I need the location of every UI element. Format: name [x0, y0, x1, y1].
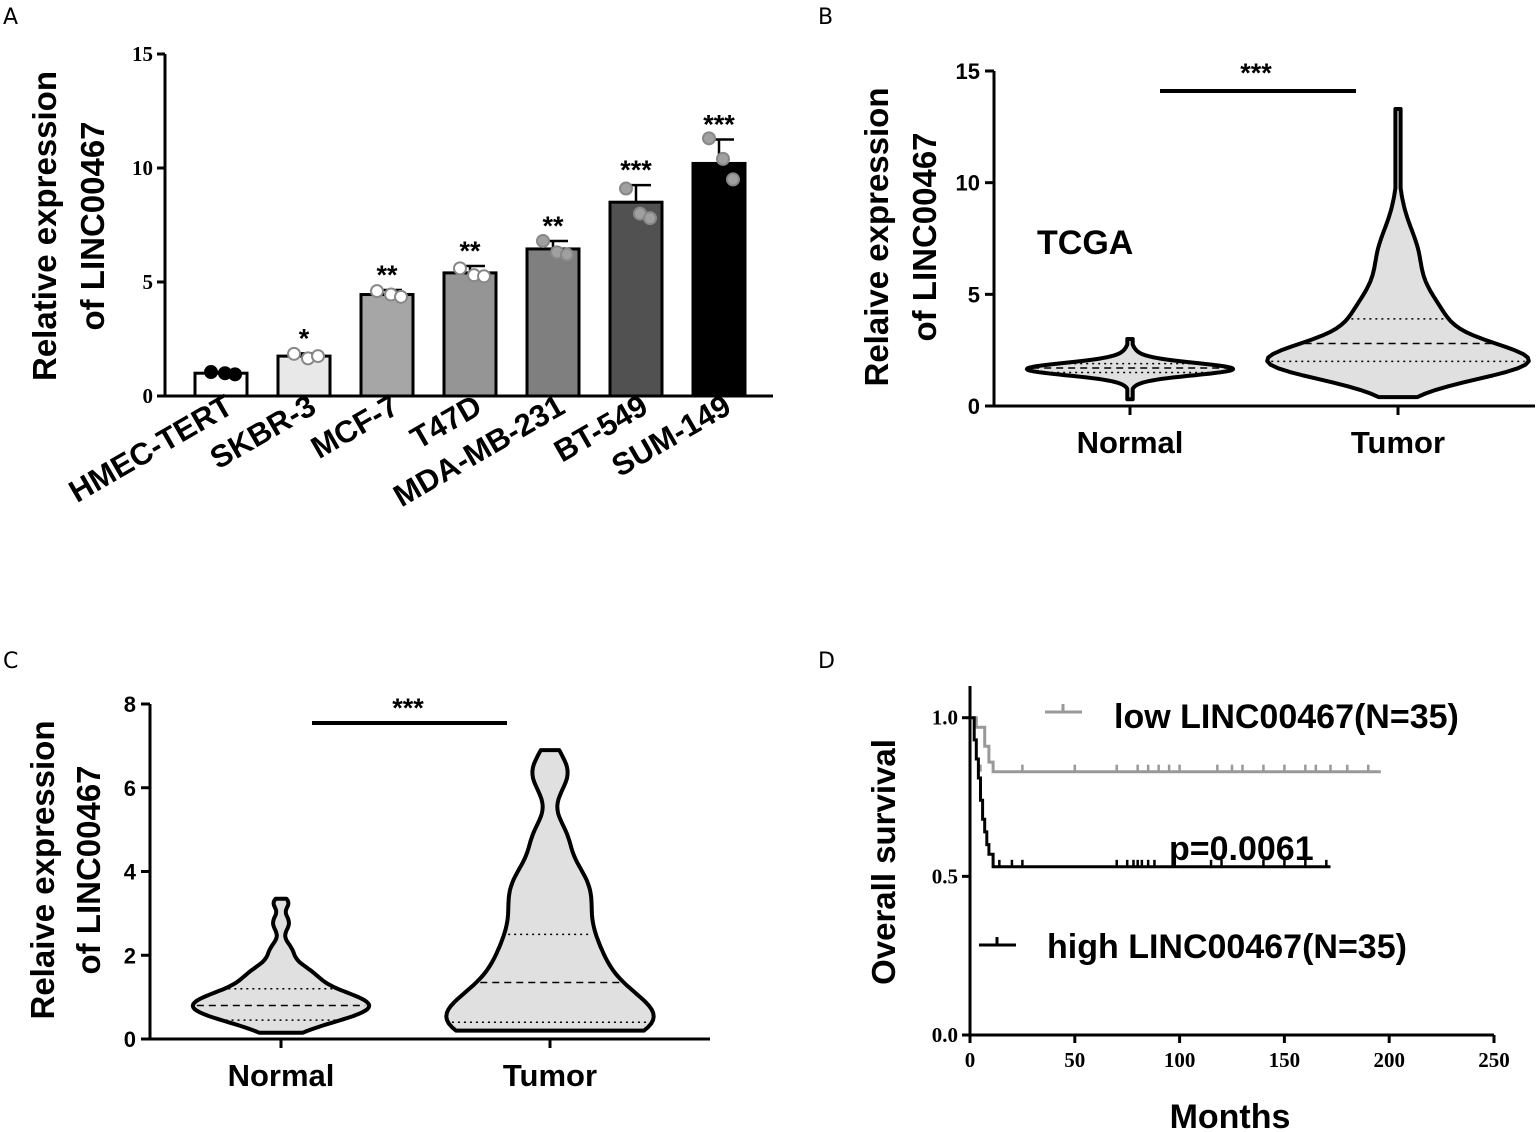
a-point [228, 367, 242, 382]
a-point [643, 211, 657, 226]
d-legend: low LINC00467(N=35) high LINC00467(N=35) [979, 698, 1459, 966]
b-ytick-label: 10 [956, 171, 980, 196]
c-plot: 0 2 4 6 8 Normal Tumor *** [124, 692, 710, 1093]
a-point [204, 365, 218, 380]
c-ytick-label: 2 [124, 943, 136, 968]
a-axes: 0 5 10 15 [132, 42, 773, 408]
d-ylabel: Overall survival [865, 739, 902, 985]
panel-label-c: C [3, 649, 18, 674]
d-legend-low-label: low LINC00467(N=35) [1114, 698, 1459, 736]
c-ylabel-line1: Relaive expression [24, 721, 61, 1020]
a-significance-4: ** [542, 211, 564, 241]
b-ylabel-line1: Relaive expression [858, 88, 895, 387]
panel-label-d: D [818, 649, 835, 674]
a-point [287, 346, 301, 361]
a-significance-5: *** [620, 155, 652, 185]
d-xtick-label: 200 [1373, 1048, 1405, 1072]
a-bar-5 [608, 200, 664, 398]
a-significance-2: ** [376, 260, 398, 290]
c-violin-0 [190, 896, 372, 1035]
d-xtick-label: 100 [1164, 1048, 1196, 1072]
a-significance-3: ** [459, 236, 481, 266]
b-plot: 0 5 10 15 Normal Tumor *** [956, 58, 1535, 460]
panel-d-survival-chart: Overall survival Months p=0.0061 0.0 0.5 1… [865, 686, 1510, 1132]
panel-c-violin-chart: Relaive expression of LINC00467 0 2 4 6 8 Nor… [24, 692, 710, 1093]
a-ylabel-line1: Relative expression [26, 71, 63, 381]
panel-b-violin-chart: Relaive expression of LINC00467 TCGA 0 5 1… [858, 58, 1535, 460]
c-ytick-label: 0 [124, 1027, 136, 1052]
b-violin-1 [1265, 107, 1531, 400]
d-ytick-label: 1.0 [932, 706, 958, 730]
a-ylabel-line2: of LINC00467 [74, 121, 111, 330]
d-xtick-label: 0 [965, 1048, 976, 1072]
c-violin-1 [444, 748, 656, 1033]
d-series-line-0 [970, 716, 1381, 774]
c-ytick-label: 4 [124, 860, 137, 885]
b-ylabel-line2: of LINC00467 [906, 132, 943, 341]
a-ytick-label: 10 [132, 156, 153, 180]
d-xlabel: Months [1170, 1098, 1291, 1132]
c-ytick-label: 8 [124, 692, 136, 717]
a-point [702, 131, 716, 146]
a-category-label-2: MCF-7 [305, 388, 405, 466]
b-category-label-1: Tumor [1351, 425, 1445, 460]
panel-label-a: A [3, 5, 18, 30]
d-xtick-label: 250 [1478, 1048, 1510, 1072]
d-plot: 0.0 0.5 1.0 0 50 100 150 200 250 [932, 686, 1510, 1072]
a-point [536, 233, 550, 248]
a-bar-4 [525, 247, 581, 398]
a-point [311, 349, 325, 364]
a-point [560, 247, 574, 262]
b-violin-0 [1024, 337, 1236, 402]
d-ytick-label: 0.5 [932, 864, 958, 888]
a-point [394, 289, 408, 304]
a-point [619, 181, 633, 196]
b-ytick-label: 15 [956, 59, 980, 84]
d-xtick-label: 50 [1064, 1048, 1085, 1072]
a-point [477, 269, 491, 284]
c-category-label-0: Normal [228, 1058, 335, 1093]
a-ytick-label: 15 [132, 42, 153, 66]
b-tcga-annotation: TCGA [1037, 224, 1133, 262]
b-category-label-0: Normal [1077, 425, 1184, 460]
d-legend-high-label: high LINC00467(N=35) [1047, 928, 1407, 966]
a-point [370, 284, 384, 299]
d-ytick-label: 0.0 [932, 1023, 958, 1047]
a-point [716, 151, 730, 166]
c-ytick-label: 6 [124, 776, 136, 801]
a-bar-6 [691, 161, 747, 398]
d-series-line-1 [970, 716, 1331, 869]
a-bar-2 [359, 293, 415, 398]
panel-a-bar-chart: Relative expression of LINC00467 051015 … [26, 42, 773, 514]
a-significance-1: * [299, 323, 310, 353]
a-ytick-label: 5 [143, 270, 154, 294]
c-category-label-1: Tumor [503, 1058, 597, 1093]
a-bar-3 [442, 271, 498, 398]
a-point [726, 172, 740, 187]
a-point [453, 261, 467, 276]
c-ylabel-line2: of LINC00467 [70, 765, 107, 974]
b-significance: *** [1240, 58, 1272, 88]
a-ytick-label: 0 [143, 384, 154, 408]
d-pvalue: p=0.0061 [1169, 830, 1314, 868]
b-ytick-label: 0 [968, 394, 980, 419]
a-significance-6: *** [703, 110, 735, 140]
d-xtick-label: 150 [1269, 1048, 1301, 1072]
c-significance: *** [392, 693, 424, 723]
b-ytick-label: 5 [968, 282, 980, 307]
panel-label-b: B [818, 5, 833, 30]
